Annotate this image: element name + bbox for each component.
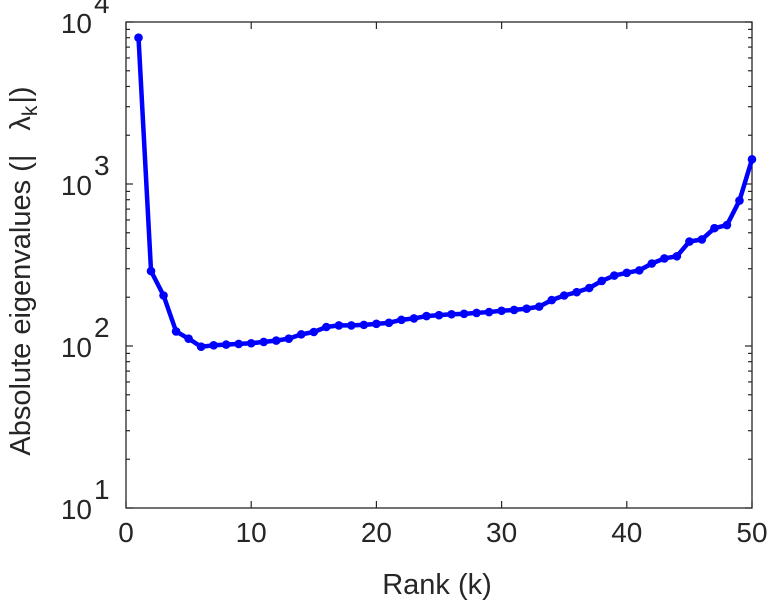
data-point <box>221 340 231 349</box>
data-point <box>159 291 168 300</box>
plot-frame <box>125 21 753 509</box>
data-point <box>672 251 682 261</box>
data-point <box>284 334 294 343</box>
y-tick-label-base: 10 <box>61 494 92 525</box>
data-point <box>196 342 206 352</box>
data-point <box>134 33 143 42</box>
y-tick-label-base: 10 <box>61 170 92 201</box>
data-point <box>747 155 757 164</box>
x-tick-label: 20 <box>361 517 392 548</box>
y-axis-title-lambda: λ <box>5 116 37 131</box>
data-point <box>497 306 506 316</box>
data-point <box>234 339 243 349</box>
x-tick-label: 30 <box>486 517 517 548</box>
data-point <box>559 291 569 300</box>
data-point <box>710 223 719 233</box>
data-point <box>397 315 406 325</box>
data-point <box>309 327 319 337</box>
data-point <box>447 309 456 319</box>
x-tick-label: 10 <box>236 517 267 548</box>
data-point <box>647 259 657 268</box>
data-point <box>322 322 331 332</box>
y-tick-label: 10 <box>61 8 92 39</box>
data-point <box>434 310 444 320</box>
data-point <box>209 340 218 350</box>
series-layer <box>134 33 757 352</box>
data-point <box>171 327 181 336</box>
x-axis-title: Rank (k) <box>382 569 492 600</box>
y-axis-title-prefix: Absolute eigenvalues (| <box>5 155 37 456</box>
data-point <box>522 304 531 313</box>
data-point <box>484 307 494 317</box>
y-tick-label: 10 <box>61 494 92 525</box>
x-tick-label: 40 <box>611 517 642 548</box>
series-line <box>136 35 755 349</box>
x-tick-label: 0 <box>118 517 134 548</box>
data-point <box>635 266 644 275</box>
data-point <box>697 235 707 244</box>
y-tick-label: 10 <box>61 170 92 201</box>
data-point <box>509 305 519 315</box>
data-point <box>472 308 481 318</box>
data-point <box>271 336 281 345</box>
data-point <box>597 276 607 286</box>
y-tick-label-base: 10 <box>61 332 92 363</box>
y-tick-label-exponent: 3 <box>94 150 110 181</box>
y-tick-label-exponent: 2 <box>94 312 110 343</box>
data-point <box>372 319 381 329</box>
y-tick-label-base: 10 <box>61 8 92 39</box>
data-point <box>660 254 669 263</box>
data-point <box>347 321 356 330</box>
data-point <box>259 337 269 347</box>
data-point <box>184 334 193 343</box>
data-point <box>685 237 694 246</box>
data-point <box>534 302 544 311</box>
data-point <box>409 314 419 323</box>
data-point <box>547 295 556 305</box>
y-tick-label-exponent: 4 <box>94 0 110 19</box>
y-axis-title: Absolute eigenvalues (| λk |) <box>5 86 42 455</box>
data-point <box>359 320 369 330</box>
data-point <box>384 318 394 328</box>
data-point <box>146 266 156 276</box>
labels-layer: Rank (k) Absolute eigenvalues (| λk |) <box>5 86 492 600</box>
data-point <box>584 283 594 293</box>
data-point <box>735 196 744 205</box>
data-point <box>296 330 306 339</box>
data-point <box>572 287 582 297</box>
y-axis-title-subscript: k <box>19 105 42 116</box>
data-point <box>459 309 469 319</box>
data-point <box>722 220 732 230</box>
y-tick-label: 10 <box>61 332 92 363</box>
data-point <box>246 338 256 348</box>
x-tick-label: 50 <box>736 517 767 548</box>
data-point <box>422 311 431 321</box>
y-axis-title-suffix: |) <box>5 86 37 103</box>
data-point <box>334 321 344 330</box>
y-tick-label-exponent: 1 <box>94 474 110 505</box>
data-point <box>609 271 619 280</box>
data-point <box>622 268 632 278</box>
